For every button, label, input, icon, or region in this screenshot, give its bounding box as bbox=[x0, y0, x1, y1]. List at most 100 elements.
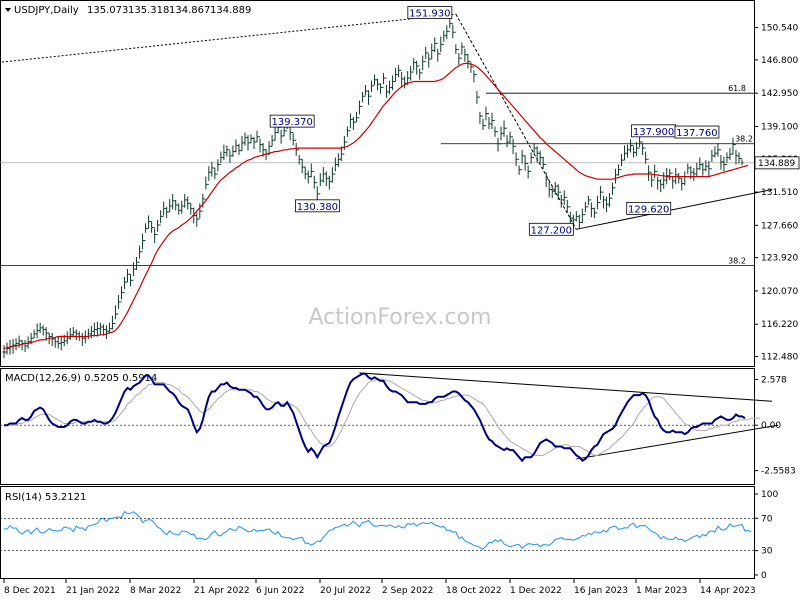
ohlc-bar bbox=[391, 75, 395, 91]
ohlc-high: 135.318 bbox=[128, 5, 169, 16]
ohlc-bar bbox=[246, 135, 250, 151]
ohlc-bar bbox=[632, 144, 636, 158]
ohlc-bar bbox=[68, 327, 72, 340]
ohlc-bar bbox=[562, 190, 566, 206]
ohlc-bar bbox=[243, 132, 247, 146]
time-axis: 8 Dec 2021 21 Jan 2022 8 Mar 2022 21 Apr 20… bbox=[3, 579, 756, 596]
ohlc-bar bbox=[544, 163, 548, 187]
macd-panel[interactable] bbox=[0, 368, 755, 485]
ohlc-bar bbox=[659, 179, 663, 193]
price-panel[interactable] bbox=[0, 0, 755, 367]
ohlc-bar bbox=[14, 338, 18, 351]
ohlc-bar bbox=[297, 149, 301, 165]
ohlc-bar bbox=[644, 147, 648, 164]
ohlc-bar bbox=[249, 134, 253, 144]
macd-trendline bbox=[576, 424, 779, 460]
ohlc-bar bbox=[442, 30, 446, 45]
ohlc-bar bbox=[258, 136, 262, 153]
ohlc-bar bbox=[291, 132, 295, 146]
ohlc-bar bbox=[656, 170, 660, 190]
ohlc-bar bbox=[538, 150, 542, 164]
ohlc-bar bbox=[222, 144, 226, 161]
ohlc-bar bbox=[388, 80, 392, 95]
ohlc-bar bbox=[210, 161, 214, 177]
ohlc-bar bbox=[324, 171, 328, 187]
rsi-panel[interactable] bbox=[0, 486, 755, 579]
ohlc-bar bbox=[379, 83, 383, 94]
ohlc-bar bbox=[604, 196, 608, 213]
ohlc-bar bbox=[195, 212, 199, 227]
ohlc-bar bbox=[409, 65, 413, 81]
ohlc-bar bbox=[294, 139, 298, 156]
ohlc-bar bbox=[424, 46, 428, 63]
ohlc-bar bbox=[616, 164, 620, 176]
ohlc-bar bbox=[490, 112, 494, 130]
ohlc-bar bbox=[303, 166, 307, 180]
ohlc-bar bbox=[514, 145, 518, 167]
ohlc-bar bbox=[237, 143, 241, 155]
ohlc-bar bbox=[32, 329, 36, 339]
ohlc-bar bbox=[511, 136, 515, 155]
ohlc-bar bbox=[95, 321, 99, 337]
ohlc-bar bbox=[626, 144, 630, 158]
ohlc-bar bbox=[348, 113, 352, 132]
ohlc-bar bbox=[74, 329, 78, 340]
rsi-lines bbox=[0, 510, 754, 551]
ohlc-bar bbox=[147, 215, 151, 229]
price-tick-label: 131.510 bbox=[761, 188, 798, 198]
ohlc-bar bbox=[734, 144, 738, 165]
ohlc-bar bbox=[38, 322, 42, 334]
moving-average bbox=[3, 62, 749, 350]
rsi-tick-label: 30 bbox=[761, 547, 773, 557]
rsi-axis: 100 70 30 0 bbox=[754, 490, 778, 581]
ohlc-bar bbox=[592, 207, 596, 219]
ohlc-bar bbox=[394, 67, 398, 83]
macd-signal-line bbox=[4, 378, 761, 456]
svg-text:129.620: 129.620 bbox=[628, 204, 669, 215]
ohlc-bar bbox=[129, 273, 133, 287]
price-fib-lines: 61.8 38.2 38.2 bbox=[0, 84, 754, 267]
ohlc-bar bbox=[574, 211, 578, 222]
macd-title: MACD(12,26,9) 0.5205 0.5914 bbox=[5, 373, 157, 384]
ohlc-bar bbox=[101, 324, 105, 336]
fib-level-label: 61.8 bbox=[728, 84, 746, 93]
ohlc-bar bbox=[445, 25, 449, 40]
ohlc-bar bbox=[502, 120, 506, 137]
ohlc-bar bbox=[716, 142, 720, 157]
macd-trendline bbox=[359, 372, 773, 402]
dropdown-triangle-icon[interactable] bbox=[5, 8, 11, 12]
ohlc-bar bbox=[412, 58, 416, 73]
ohlc-bar bbox=[466, 53, 470, 69]
ohlc-bar bbox=[336, 153, 340, 168]
ohlc-bar bbox=[565, 196, 569, 213]
ohlc-bar bbox=[680, 177, 684, 191]
ohlc-bar bbox=[373, 74, 377, 87]
time-tick-label: 21 Jan 2022 bbox=[66, 586, 120, 596]
ohlc-bar bbox=[351, 116, 355, 130]
ohlc-bar bbox=[641, 141, 645, 155]
ohlc-bar bbox=[345, 126, 349, 143]
ohlc-bar bbox=[333, 157, 337, 175]
ohlc-bar bbox=[309, 163, 313, 178]
ohlc-bar bbox=[273, 125, 277, 141]
ohlc-bar bbox=[731, 137, 735, 155]
ohlc-bar bbox=[418, 65, 422, 80]
ohlc-bar bbox=[595, 195, 599, 214]
ohlc-bar bbox=[493, 119, 497, 137]
ohlc-bar bbox=[216, 159, 220, 175]
swing-labels: 151.930 139.370 130.380 127.200 137.900 137.7… bbox=[269, 6, 720, 236]
ohlc-bar bbox=[433, 37, 437, 53]
ohlc-bar bbox=[623, 145, 627, 161]
swing-label: 139.370 bbox=[269, 114, 315, 128]
ohlc-bar bbox=[132, 262, 136, 281]
ohlc-bar bbox=[713, 146, 717, 158]
ohlc-bar bbox=[363, 84, 367, 97]
price-tick-label: 150.540 bbox=[761, 24, 798, 34]
svg-text:139.370: 139.370 bbox=[271, 117, 312, 128]
swing-label: 137.900 bbox=[631, 124, 677, 138]
ohlc-bar bbox=[541, 156, 545, 169]
ohlc-bar bbox=[162, 201, 166, 217]
time-tick-label: 16 Jan 2023 bbox=[574, 586, 628, 596]
ohlc-bar bbox=[144, 223, 148, 242]
ohlc-bar bbox=[116, 294, 120, 315]
